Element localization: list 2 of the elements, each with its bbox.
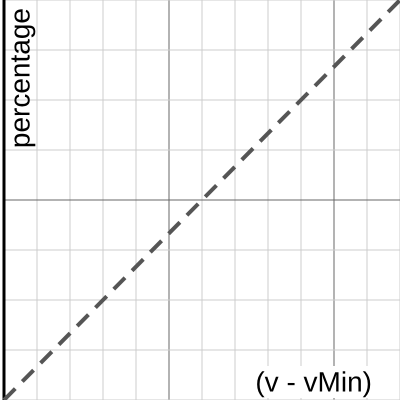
y-axis-title: percentage (4, 8, 36, 148)
x-axis-title: (v - vMin) (255, 366, 372, 398)
